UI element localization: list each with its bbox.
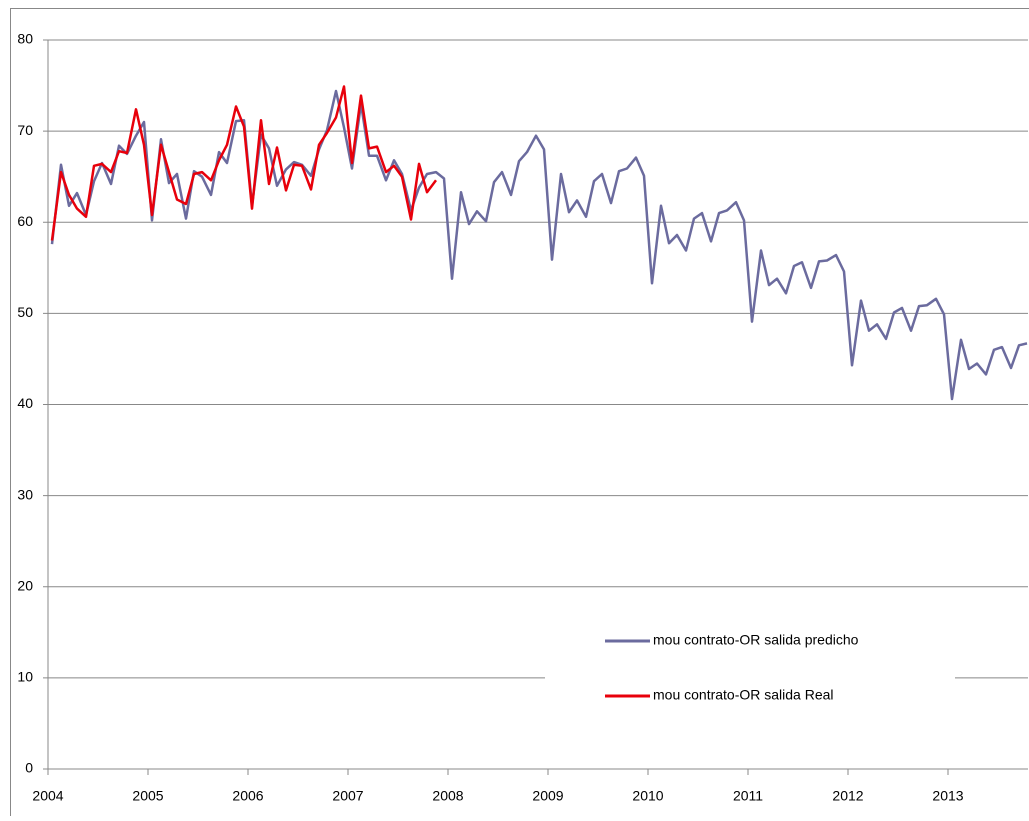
x-tick-label: 2006 bbox=[232, 788, 263, 804]
x-tick-label: 2008 bbox=[432, 788, 463, 804]
y-tick-label: 20 bbox=[17, 577, 33, 593]
series-line bbox=[52, 91, 1027, 399]
y-tick-label: 60 bbox=[17, 213, 33, 229]
y-tick-label: 30 bbox=[17, 486, 33, 502]
x-tick-label: 2010 bbox=[632, 788, 663, 804]
y-tick-label: 80 bbox=[17, 31, 33, 47]
legend-label: mou contrato-OR salida predicho bbox=[653, 632, 859, 648]
x-tick-label: 2009 bbox=[532, 788, 563, 804]
x-tick-label: 2007 bbox=[332, 788, 363, 804]
x-tick-label: 2011 bbox=[733, 788, 763, 804]
y-tick-label: 0 bbox=[25, 760, 33, 776]
legend-label: mou contrato-OR salida Real bbox=[653, 687, 834, 703]
x-tick-label: 2013 bbox=[932, 788, 963, 804]
x-tick-label: 2004 bbox=[32, 788, 63, 804]
legend-box bbox=[545, 612, 955, 730]
y-tick-label: 10 bbox=[17, 669, 33, 685]
y-tick-label: 40 bbox=[17, 395, 33, 411]
y-tick-label: 50 bbox=[17, 304, 33, 320]
x-tick-label: 2012 bbox=[832, 788, 863, 804]
series-line bbox=[52, 87, 436, 241]
x-tick-label: 2005 bbox=[132, 788, 163, 804]
y-tick-label: 70 bbox=[17, 122, 33, 138]
